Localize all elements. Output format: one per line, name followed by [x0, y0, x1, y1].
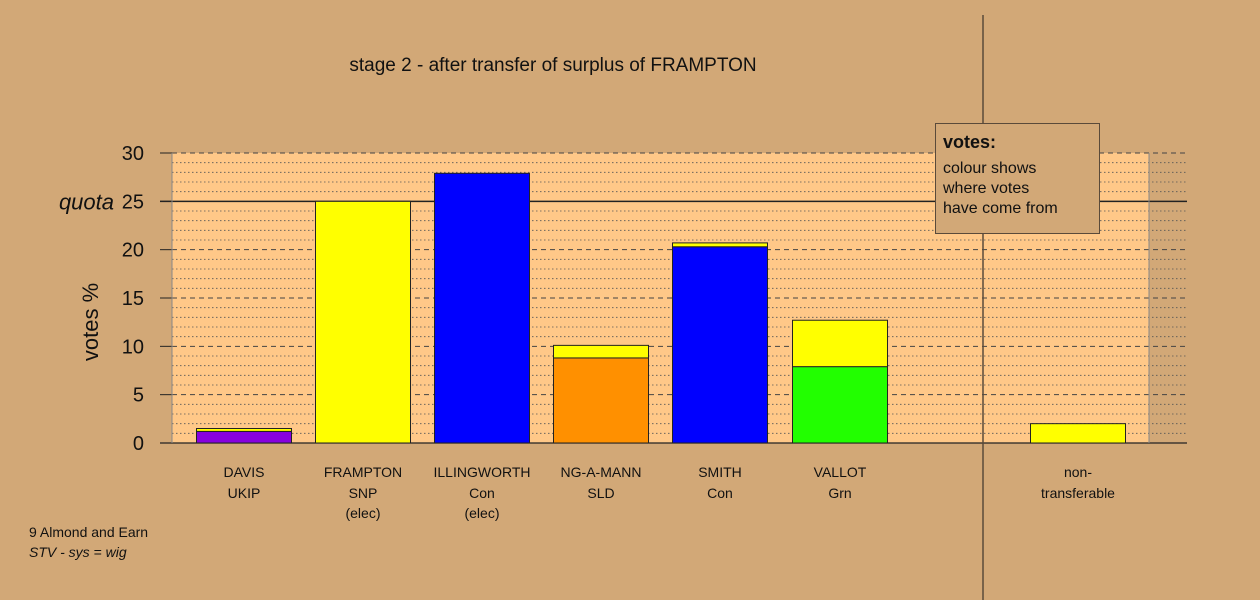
quota-label: quota [59, 189, 114, 214]
bar-segment-smith [672, 242, 768, 248]
candidate-name-label: NG-A-MANN [561, 464, 642, 480]
candidate-name-label: DAVIS [224, 464, 265, 480]
non-transferable-label: non- [1064, 464, 1092, 480]
footer: 9 Almond and Earn STV - sys = wig [29, 522, 148, 562]
candidate-note-label: (elec) [464, 505, 499, 521]
legend-line-2: where votes [943, 180, 1030, 197]
y-tick-label: 0 [133, 433, 144, 455]
y-tick-label: 5 [133, 385, 144, 407]
bar-segment-illingworth [434, 172, 530, 444]
candidate-party-label: Grn [828, 485, 851, 501]
y-tick-label: 15 [122, 288, 144, 310]
candidate-name-label: FRAMPTON [324, 464, 402, 480]
legend-box: votes: colour shows where votes have com… [935, 123, 1100, 234]
candidate-name-label: SMITH [698, 464, 742, 480]
bar-segment-ng-a-mann [553, 344, 649, 359]
bar-segment-davis [196, 430, 292, 444]
y-tick-label: 25 [122, 191, 144, 213]
bar-segment-vallot [792, 319, 888, 368]
candidate-name-label: ILLINGWORTH [434, 464, 531, 480]
candidate-party-label: Con [469, 485, 495, 501]
ward-name: 9 Almond and Earn [29, 524, 149, 540]
legend-title: votes: [943, 132, 997, 152]
legend-line-1: colour shows [943, 160, 1037, 177]
candidate-name-label: VALLOT [814, 464, 867, 480]
non-transferable-label-2: transferable [1041, 485, 1115, 501]
y-tick-label: 30 [122, 143, 144, 165]
candidate-note-label: (elec) [345, 505, 380, 521]
bar-segment-non- [1030, 423, 1126, 444]
candidate-party-label: Con [707, 485, 733, 501]
candidate-party-label: SLD [587, 485, 614, 501]
y-tick-label: 10 [122, 336, 144, 358]
candidate-party-label: SNP [349, 485, 378, 501]
bar-segment-davis [196, 428, 292, 432]
legend-line-3: have come from [943, 200, 1058, 217]
bar-segment-smith [672, 246, 768, 444]
system-label: STV - sys = wig [29, 544, 127, 560]
y-axis-label: votes % [78, 283, 103, 361]
bar-segment-ng-a-mann [553, 357, 649, 444]
chart-title: stage 2 - after transfer of surplus of F… [349, 55, 756, 76]
bar-segment-vallot [792, 366, 888, 444]
bar-segment-frampton [315, 200, 411, 444]
bars [196, 172, 1126, 444]
x-axis-labels: DAVIS UKIP FRAMPTON SNP (elec) ILLINGWORTH Con… [224, 464, 1116, 521]
y-tick-label: 20 [122, 240, 144, 262]
candidate-party-label: UKIP [228, 485, 261, 501]
